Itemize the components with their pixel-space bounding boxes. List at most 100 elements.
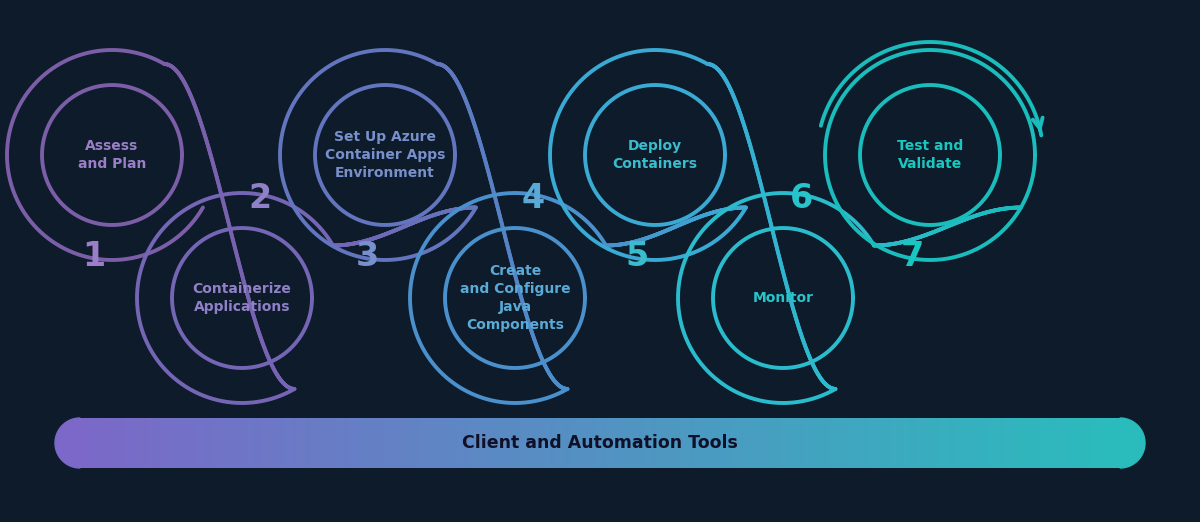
Bar [384, 418, 386, 468]
Bar [431, 418, 434, 468]
Bar [1103, 418, 1106, 468]
Bar [121, 418, 125, 468]
Bar [222, 418, 224, 468]
Bar [834, 418, 836, 468]
Text: 4: 4 [522, 182, 545, 215]
Bar [402, 418, 406, 468]
Bar [491, 418, 493, 468]
Bar [388, 418, 391, 468]
Bar [1078, 418, 1080, 468]
Bar [877, 418, 880, 468]
Bar [869, 418, 872, 468]
Bar [236, 418, 239, 468]
Bar [1073, 418, 1076, 468]
Bar [1098, 418, 1100, 468]
Bar [96, 418, 98, 468]
Bar [305, 418, 307, 468]
Bar [563, 418, 565, 468]
Bar [601, 418, 604, 468]
Bar [853, 418, 857, 468]
Bar [630, 418, 632, 468]
Bar [1110, 418, 1112, 468]
Bar [199, 418, 203, 468]
Bar [884, 418, 888, 468]
Bar [696, 418, 698, 468]
Bar [370, 418, 373, 468]
Bar [421, 418, 424, 468]
Bar [611, 418, 613, 468]
Bar [1000, 418, 1002, 468]
Bar [1087, 418, 1091, 468]
Bar [372, 418, 376, 468]
Bar [751, 418, 754, 468]
Bar [88, 418, 91, 468]
Bar [731, 418, 734, 468]
Bar [830, 418, 833, 468]
Bar [661, 418, 664, 468]
Bar [481, 418, 485, 468]
Bar [925, 418, 928, 468]
Bar [551, 418, 553, 468]
Bar [569, 418, 571, 468]
Bar [797, 418, 799, 468]
Bar [642, 418, 644, 468]
Bar [1044, 418, 1048, 468]
Text: 7: 7 [900, 241, 924, 274]
Bar [354, 418, 358, 468]
Bar [848, 418, 851, 468]
Bar [142, 418, 144, 468]
Bar [365, 418, 367, 468]
Bar [175, 418, 178, 468]
Text: Create
and Configure
Java
Components: Create and Configure Java Components [460, 264, 570, 332]
Bar [487, 418, 490, 468]
Bar [277, 418, 281, 468]
Bar [397, 418, 400, 468]
Bar [784, 418, 786, 468]
Bar [758, 418, 762, 468]
Bar [413, 418, 415, 468]
Bar [828, 418, 830, 468]
Bar [722, 418, 725, 468]
Bar [226, 418, 228, 468]
Bar [610, 418, 612, 468]
Bar [822, 418, 826, 468]
Bar [506, 418, 509, 468]
Bar [812, 418, 815, 468]
Bar [1027, 418, 1031, 468]
Bar [1050, 418, 1052, 468]
Text: Client and Automation Tools: Client and Automation Tools [462, 434, 738, 452]
Bar [652, 418, 655, 468]
Bar [223, 418, 226, 468]
Bar [863, 418, 865, 468]
Bar [284, 418, 287, 468]
Bar [923, 418, 925, 468]
Bar [314, 418, 317, 468]
Bar [736, 418, 738, 468]
Bar [178, 418, 180, 468]
Bar [805, 418, 809, 468]
Bar [599, 418, 601, 468]
Bar [158, 418, 161, 468]
Bar [527, 418, 530, 468]
Bar [1118, 418, 1122, 468]
Bar [202, 418, 205, 468]
Bar [961, 418, 965, 468]
Bar [902, 418, 906, 468]
Bar [127, 418, 130, 468]
Bar [1038, 418, 1040, 468]
Bar [128, 418, 131, 468]
Bar [133, 418, 136, 468]
Bar [438, 418, 440, 468]
Bar [446, 418, 449, 468]
Bar [488, 418, 491, 468]
Bar [454, 418, 456, 468]
Bar [862, 418, 864, 468]
Bar [338, 418, 342, 468]
Bar [334, 418, 336, 468]
Bar [497, 418, 500, 468]
Bar [181, 418, 185, 468]
Bar [464, 418, 468, 468]
Bar [457, 418, 460, 468]
Bar [210, 418, 212, 468]
Bar [94, 418, 96, 468]
